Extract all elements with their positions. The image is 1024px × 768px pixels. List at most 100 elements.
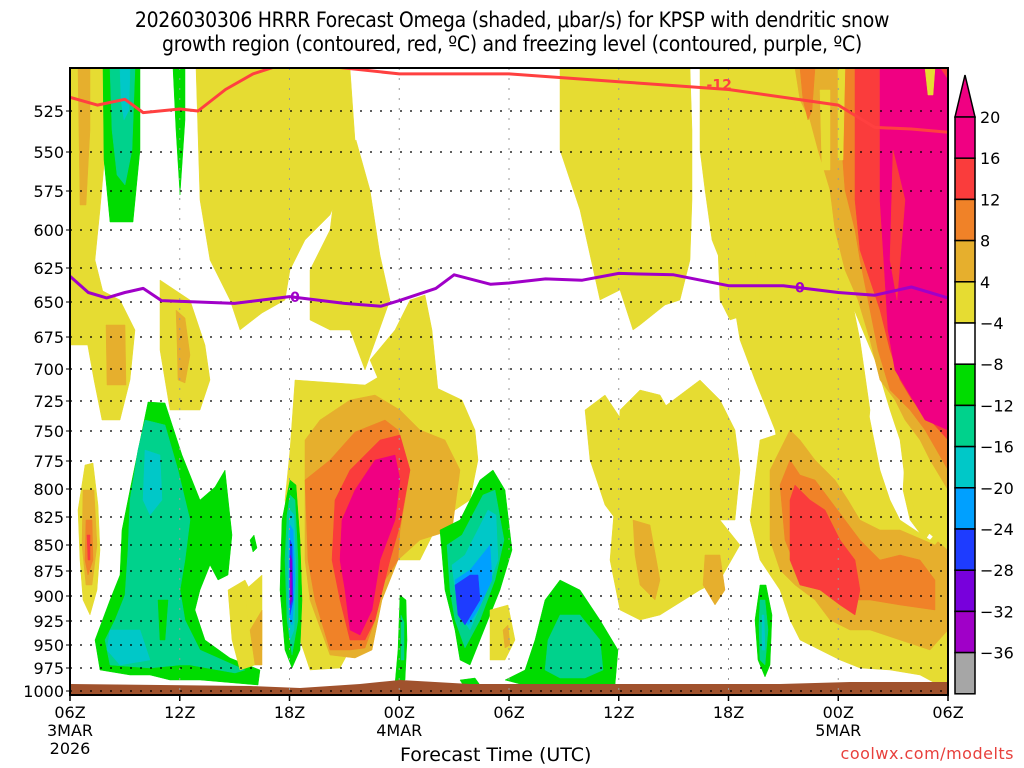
y-tick-label: 550 <box>33 143 64 162</box>
omega-shade-region <box>157 599 169 641</box>
contour-lines: -12 0 0 <box>70 68 948 308</box>
x-axis-title: Forecast Time (UTC) <box>400 744 592 766</box>
y-tick-label: 775 <box>33 452 64 471</box>
omega-shade-region <box>879 68 948 431</box>
colorbar-swatch <box>954 404 976 448</box>
colorbar-swatch <box>954 116 976 159</box>
colorbar-label: −28 <box>980 561 1014 580</box>
omega-shade-region <box>559 68 693 331</box>
contour-label-freezing: 0 <box>795 281 805 297</box>
colorbar-swatch <box>954 157 976 201</box>
omega-shade-region <box>309 139 391 371</box>
y-tick-label: 725 <box>33 392 64 411</box>
contour-dendritic-growth <box>70 68 948 134</box>
y-tick-label: 600 <box>33 221 64 240</box>
colorbar-label: 8 <box>980 232 990 251</box>
colorbar-label: −4 <box>980 314 1004 333</box>
colorbar-label: −24 <box>980 520 1014 539</box>
omega-shade-region <box>86 534 91 561</box>
omega-shade-region <box>400 614 405 661</box>
colorbar-swatch <box>954 198 976 242</box>
colorbar-label: 12 <box>980 190 1000 209</box>
omega-shade-region <box>702 554 726 606</box>
colorbar-label: −12 <box>980 396 1014 415</box>
chart-title: 2026030306 HRRR Forecast Omega (shaded, … <box>0 8 1024 56</box>
x-tick-label: 00Z <box>823 703 854 722</box>
y-tick-label: 850 <box>33 536 64 555</box>
x-tick-date: 5MAR <box>815 721 861 740</box>
omega-shade-region <box>544 614 604 679</box>
terrain-fill <box>70 680 948 695</box>
omega-shading <box>70 68 948 691</box>
terrain-layer <box>70 680 948 695</box>
colorbar-swatch <box>954 281 976 324</box>
omega-shade-region <box>454 574 481 626</box>
omega-shade-region <box>249 534 258 553</box>
colorbar-swatch <box>954 528 976 571</box>
y-tick-label: 875 <box>33 562 64 581</box>
y-tick-label: 575 <box>33 182 64 201</box>
omega-shade-region <box>105 324 127 386</box>
colorbar-label: 4 <box>980 273 990 292</box>
omega-shade-region <box>889 149 906 301</box>
colorbar-label: −20 <box>980 479 1014 498</box>
y-tick-label: 800 <box>33 480 64 499</box>
credit-link[interactable]: coolwx.com/modelts <box>840 744 1014 763</box>
colorbar-swatch <box>954 363 976 407</box>
colorbar-swatch <box>954 487 976 530</box>
omega-shade-region <box>924 68 936 96</box>
omega-shade-region <box>761 614 766 651</box>
contour-label-dendritic: -12 <box>707 78 732 94</box>
y-tick-label: 825 <box>33 508 64 527</box>
x-tick-date: 4MAR <box>376 721 422 740</box>
colorbar-label: −8 <box>980 355 1004 374</box>
x-tick-label: 00Z <box>384 703 415 722</box>
y-tick-label: 625 <box>33 259 64 278</box>
colorbar-swatch <box>954 610 976 654</box>
omega-shade-region <box>249 609 263 666</box>
colorbar-label: −36 <box>980 644 1014 663</box>
omega-shade-region <box>142 449 163 516</box>
colorbar-swatch <box>954 651 976 695</box>
colorbar-label: −16 <box>980 438 1014 457</box>
colorbar-over-triangle <box>954 74 976 118</box>
omega-shade-region <box>104 419 246 674</box>
contour-label-freezing: 0 <box>290 290 300 306</box>
colorbar-swatch <box>954 239 976 283</box>
omega-shade-region <box>659 379 741 521</box>
omega-shade-region <box>632 519 661 601</box>
colorbar-label: −32 <box>980 602 1014 621</box>
chart-title-line1: 2026030306 HRRR Forecast Omega (shaded, … <box>134 8 890 32</box>
colorbar: 20 16 12 8 4 −4 −8 −12 −16 −20 −24 −28 −32 −36 <box>954 74 1014 695</box>
plot-area: -12 0 0 <box>70 68 948 695</box>
omega-shade-region <box>119 68 131 121</box>
y-tick-label: 1000 <box>23 682 64 701</box>
grid-lines <box>70 68 948 695</box>
x-tick-label: 18Z <box>713 703 744 722</box>
x-tick-label: 06Z <box>493 703 524 722</box>
omega-shade-region <box>789 484 861 616</box>
y-tick-label: 650 <box>33 293 64 312</box>
y-tick-label: 950 <box>33 636 64 655</box>
omega-shade-region <box>799 68 816 121</box>
y-tick-label: 975 <box>33 659 64 678</box>
y-tick-label: 675 <box>33 328 64 347</box>
x-tick-label: 18Z <box>274 703 305 722</box>
y-axis: 525 550 575 600 625 650 675 700 725 750 775 800 825 8… <box>23 102 70 701</box>
x-tick-label: 12Z <box>603 703 634 722</box>
x-tick-label: 06Z <box>54 703 85 722</box>
colorbar-swatch <box>954 445 976 489</box>
y-tick-label: 700 <box>33 360 64 379</box>
colorbar-label: 16 <box>980 149 1000 168</box>
chart-title-line2: growth region (contoured, red, ºC) and f… <box>162 32 862 56</box>
x-tick-label: 06Z <box>932 703 963 722</box>
omega-shade-region <box>819 89 831 171</box>
colorbar-label: 20 <box>980 108 1000 127</box>
y-tick-label: 900 <box>33 587 64 606</box>
omega-shade-region <box>172 68 186 196</box>
y-tick-label: 525 <box>33 102 64 121</box>
x-tick-label: 12Z <box>164 703 195 722</box>
omega-shade-region <box>217 489 231 561</box>
colorbar-swatch <box>954 322 976 365</box>
